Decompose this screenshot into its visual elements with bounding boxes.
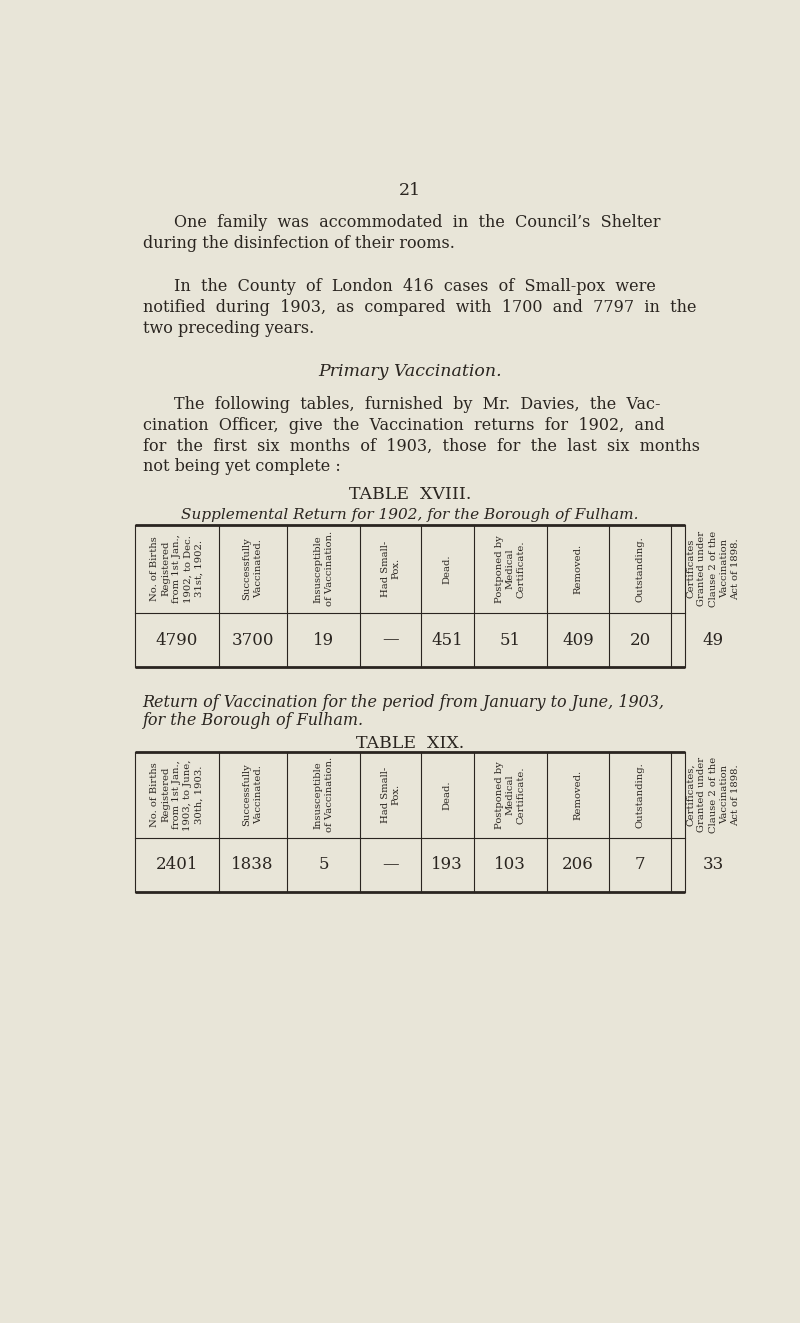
Text: The  following  tables,  furnished  by  Mr.  Davies,  the  Vac-: The following tables, furnished by Mr. D…	[174, 396, 660, 413]
Text: Return of Vaccination for the period from January to June, 1903,: Return of Vaccination for the period fro…	[142, 693, 665, 710]
Text: Supplemental Return for 1902, for the Borough of Fulham.: Supplemental Return for 1902, for the Bo…	[182, 508, 638, 521]
Text: No. of Births
Registered
from 1st Jan.,
1903, to June,
30th, 1903.: No. of Births Registered from 1st Jan., …	[150, 759, 203, 831]
Text: TABLE  XVIII.: TABLE XVIII.	[349, 486, 471, 503]
Text: Primary Vaccination.: Primary Vaccination.	[318, 363, 502, 380]
Text: Dead.: Dead.	[442, 781, 452, 810]
Text: Outstanding.: Outstanding.	[636, 536, 645, 602]
Text: Had Small-
Pox.: Had Small- Pox.	[381, 766, 401, 823]
Text: 20: 20	[630, 631, 651, 648]
Text: notified  during  1903,  as  compared  with  1700  and  7797  in  the: notified during 1903, as compared with 1…	[142, 299, 696, 316]
Text: One  family  was  accommodated  in  the  Council’s  Shelter: One family was accommodated in the Counc…	[174, 214, 660, 232]
Text: Outstanding.: Outstanding.	[636, 762, 645, 828]
Text: Insusceptible
of Vaccination.: Insusceptible of Vaccination.	[314, 532, 334, 606]
Text: Certificates
Granted under
Clause 2 of the
Vaccination
Act of 1898.: Certificates Granted under Clause 2 of t…	[686, 531, 740, 607]
Text: Successfully
Vaccinated.: Successfully Vaccinated.	[242, 537, 262, 601]
Text: Had Small-
Pox.: Had Small- Pox.	[381, 541, 401, 597]
Text: 206: 206	[562, 856, 594, 873]
Text: 51: 51	[500, 631, 521, 648]
Text: Insusceptible
of Vaccination.: Insusceptible of Vaccination.	[314, 757, 334, 832]
Text: Postponed by
Medical
Certificate.: Postponed by Medical Certificate.	[494, 761, 526, 828]
Text: two preceding years.: two preceding years.	[142, 320, 314, 336]
Text: Dead.: Dead.	[442, 554, 452, 583]
Text: 19: 19	[313, 631, 334, 648]
Text: for  the  first  six  months  of  1903,  those  for  the  last  six  months: for the first six months of 1903, those …	[142, 438, 700, 455]
Text: —: —	[382, 631, 399, 648]
Text: 193: 193	[431, 856, 463, 873]
Text: —: —	[382, 856, 399, 873]
Text: 5: 5	[318, 856, 329, 873]
Text: Postponed by
Medical
Certificate.: Postponed by Medical Certificate.	[494, 534, 526, 603]
Text: not being yet complete :: not being yet complete :	[142, 458, 340, 475]
Text: 409: 409	[562, 631, 594, 648]
Text: 7: 7	[635, 856, 646, 873]
Text: cination  Officer,  give  the  Vaccination  returns  for  1902,  and: cination Officer, give the Vaccination r…	[142, 417, 664, 434]
Text: In  the  County  of  London  416  cases  of  Small-pox  were: In the County of London 416 cases of Sma…	[174, 278, 655, 295]
Text: 4790: 4790	[155, 631, 198, 648]
Text: Successfully
Vaccinated.: Successfully Vaccinated.	[242, 763, 262, 826]
Text: Removed.: Removed.	[574, 544, 582, 594]
Text: 103: 103	[494, 856, 526, 873]
Text: for the Borough of Fulham.: for the Borough of Fulham.	[142, 712, 364, 729]
Text: during the disinfection of their rooms.: during the disinfection of their rooms.	[142, 235, 454, 251]
Text: 33: 33	[702, 856, 724, 873]
Text: 3700: 3700	[231, 631, 274, 648]
Text: TABLE  XIX.: TABLE XIX.	[356, 734, 464, 751]
Text: Removed.: Removed.	[574, 770, 582, 820]
Text: No. of Births
Registered
from 1st Jan.,
1902, to Dec.
31st, 1902.: No. of Births Registered from 1st Jan., …	[150, 534, 203, 603]
Text: 451: 451	[431, 631, 463, 648]
Text: 2401: 2401	[155, 856, 198, 873]
Text: 49: 49	[702, 631, 723, 648]
Text: 1838: 1838	[231, 856, 274, 873]
Text: Certificates,
Granted under
Clause 2 of the
Vaccination
Act of 1898.: Certificates, Granted under Clause 2 of …	[686, 757, 740, 833]
Text: 21: 21	[399, 181, 421, 198]
